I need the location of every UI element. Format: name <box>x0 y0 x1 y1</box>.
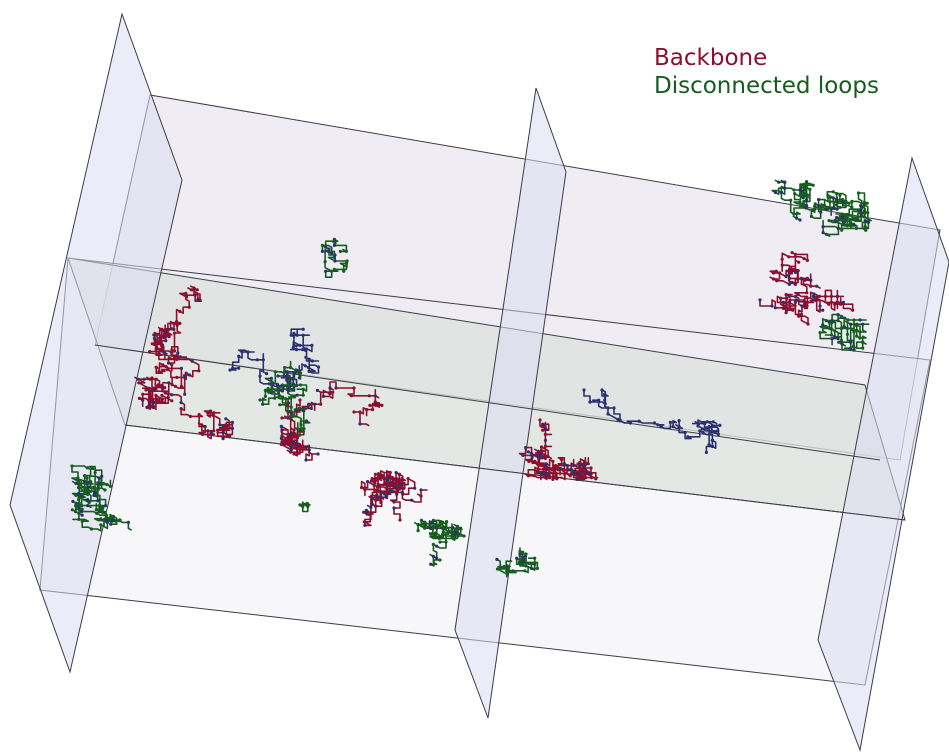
loops-walk-upper-right <box>771 179 872 237</box>
legend: Backbone Disconnected loops <box>654 44 879 100</box>
loops-walk-right-edge <box>818 313 870 352</box>
backbone-walk-lower <box>360 469 428 528</box>
legend-backbone: Backbone <box>654 45 768 71</box>
loops-walk-left <box>70 464 133 532</box>
left-vertical-plane <box>9 12 183 674</box>
boundary-planes <box>9 12 949 752</box>
loops-walk-lower-right <box>495 547 540 578</box>
loops-walk-left-mid <box>258 360 311 436</box>
loops-walk-lower-center <box>413 518 466 567</box>
slab-edge-back <box>94 344 881 461</box>
backbone-walk-right-mid <box>518 418 599 481</box>
legend-disconnected-loops: Disconnected loops <box>654 73 879 99</box>
slab-edge-front <box>124 424 906 521</box>
loops-walk-tiny <box>298 501 311 513</box>
middle-vertical-plane <box>454 87 567 719</box>
link-walk-right <box>582 388 722 454</box>
backbone-walk-upper-right <box>758 251 855 326</box>
right-vertical-plane <box>817 156 949 752</box>
backbone-walk-left <box>134 285 234 441</box>
cluster-walks <box>70 179 872 578</box>
loops-walk-small-top <box>320 237 349 279</box>
